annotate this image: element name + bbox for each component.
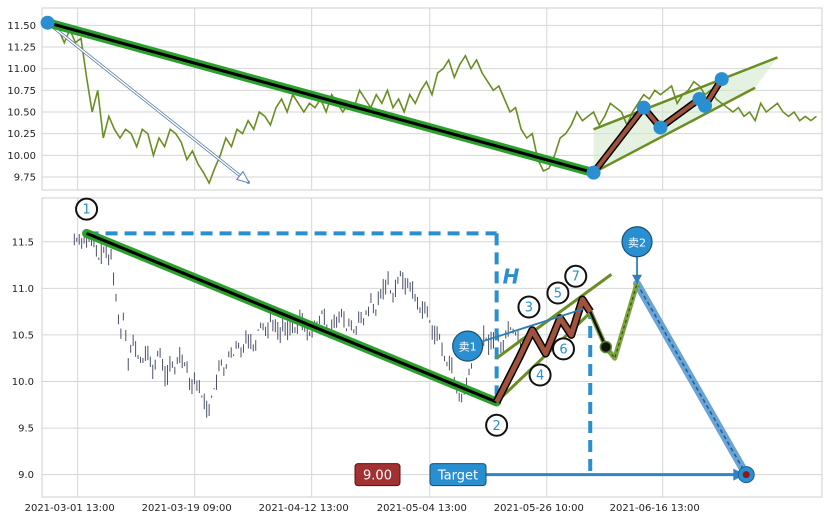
top-panel: 11.50 11.25 11.00 10.75 10.50 10.25 10.00 9.75 [7,7,823,191]
top-price-line [47,22,817,185]
top-channel-lower [592,86,756,174]
top-pivot-marker [40,15,55,30]
bottom-plot-frame [41,197,823,498]
top-y-tick-label: 9.75 [14,173,36,184]
top-arrow-head [235,170,251,184]
target-box-label: Target [437,469,478,484]
point-label-7: 7 [572,270,580,285]
h-label: H [503,265,520,289]
bottom-y-tick-label: 9.0 [18,470,34,481]
point-label-5: 5 [554,287,562,302]
top-y-tick-label: 10.00 [7,151,36,162]
point-label-circle-3 [517,295,541,319]
bottom-y-tick-label: 11.0 [12,284,34,295]
top-channel-shade [593,57,778,173]
bottom-x-tick-label: 2021-05-26 10:00 [494,503,584,514]
point-label-circle-6 [551,337,575,361]
price-box-label: 9.00 [363,469,392,484]
bottom-pattern-fill [494,297,593,404]
bottom-x-tick-label: 2021-04-12 13:00 [259,503,349,514]
sell-marker-circle-2 [621,226,653,258]
bottom-panel: 11.5 11.0 10.5 10.0 9.5 9.0 2021-03-01 13:00 20… [12,197,823,514]
point-label-4: 4 [536,368,544,383]
point-label-2: 2 [492,419,500,434]
target-dot-core [742,471,750,479]
point-label-circle-1 [75,197,99,221]
bottom-y-tick-label: 9.5 [18,424,34,435]
zigzag-extension-black-leg [589,311,607,348]
point-label-circle-5 [546,281,570,305]
bottom-x-tick-label: 2021-03-01 13:00 [25,503,115,514]
top-y-tick-label: 10.25 [7,129,36,140]
top-pivot-marker [636,100,651,115]
bottom-y-tick-label: 10.5 [12,330,34,341]
bottom-x-tick-label: 2021-03-19 09:00 [142,503,232,514]
price-box [354,463,401,487]
sell-marker-circle-1 [452,330,484,362]
top-y-tick-label: 11.00 [7,64,36,75]
point-label-circle-7 [564,264,588,288]
bottom-x-tick-label: 2021-06-16 13:00 [610,503,700,514]
top-y-tick-label: 10.50 [7,108,36,119]
point-label-circle-2 [485,413,509,437]
top-pivot-marker [586,165,601,180]
point-label-1: 1 [82,203,90,218]
sell-marker-label-2: 卖2 [628,236,646,249]
sell-pointer-head-2 [632,274,643,284]
target-line-inner [636,283,747,476]
bottom-trend-inner [86,232,498,404]
top-pivot-marker [714,72,729,87]
top-pivot-marker [698,98,712,113]
point-label-3: 3 [525,300,533,315]
extension-dot [599,340,613,354]
top-trend-inner [47,21,594,175]
target-box [429,463,487,487]
sell-pointer-line-1 [467,307,584,347]
bottom-channel-upper [495,273,613,360]
bottom-y-tick-label: 11.5 [12,237,34,248]
top-y-tick-label: 11.50 [7,21,36,32]
point-label-circle-4 [528,363,552,387]
top-y-tick-label: 10.75 [7,86,36,97]
bottom-x-tick-label: 2021-05-04 13:00 [377,503,467,514]
point-label-6: 6 [559,342,567,357]
top-pivot-marker [653,120,668,135]
top-y-tick-label: 11.25 [7,43,36,54]
bottom-y-tick-label: 10.0 [12,377,34,388]
top-arrow-shaft-inner [47,22,250,184]
sell-marker-label-1: 卖1 [459,341,477,354]
